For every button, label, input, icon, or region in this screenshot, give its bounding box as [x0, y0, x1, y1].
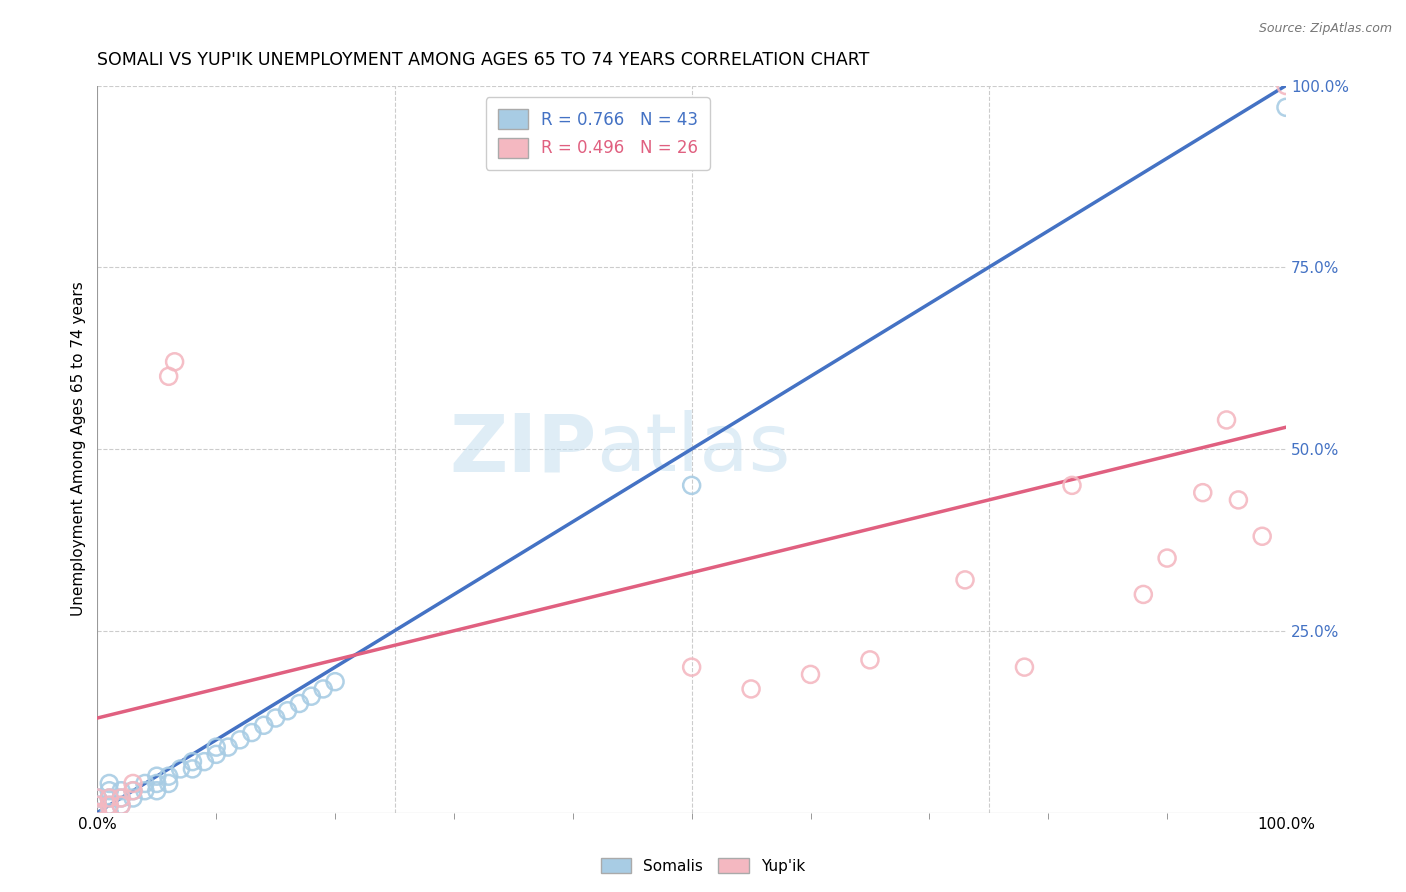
Point: [110, 783, 132, 797]
Point: [98, 798, 121, 813]
Point: [181, 755, 204, 769]
Point: [86, 791, 108, 805]
Point: [264, 711, 287, 725]
Point: [859, 653, 882, 667]
Point: [229, 732, 252, 747]
Point: [217, 740, 239, 755]
Point: [86, 805, 108, 820]
Point: [146, 776, 169, 790]
Point: [205, 740, 228, 755]
Point: [86, 798, 108, 813]
Point: [122, 791, 145, 805]
Point: [1215, 413, 1237, 427]
Point: [169, 762, 191, 776]
Point: [157, 769, 180, 783]
Text: atlas: atlas: [596, 410, 792, 488]
Point: [146, 769, 169, 783]
Point: [1275, 78, 1298, 93]
Point: [163, 355, 186, 369]
Point: [1191, 485, 1213, 500]
Point: [134, 776, 156, 790]
Point: [277, 704, 299, 718]
Point: [146, 783, 169, 797]
Point: [1156, 551, 1178, 566]
Point: [110, 791, 132, 805]
Point: [205, 747, 228, 762]
Point: [193, 755, 215, 769]
Point: [740, 681, 762, 696]
Point: [312, 681, 335, 696]
Point: [1014, 660, 1036, 674]
Point: [1132, 587, 1154, 601]
Point: [86, 791, 108, 805]
Point: [98, 805, 121, 820]
Point: [134, 783, 156, 797]
Point: [86, 805, 108, 820]
Point: [98, 776, 121, 790]
Point: [98, 791, 121, 805]
Point: [299, 690, 322, 704]
Point: [110, 798, 132, 813]
Y-axis label: Unemployment Among Ages 65 to 74 years: Unemployment Among Ages 65 to 74 years: [72, 282, 86, 616]
Point: [86, 805, 108, 820]
Point: [240, 725, 263, 739]
Text: SOMALI VS YUP'IK UNEMPLOYMENT AMONG AGES 65 TO 74 YEARS CORRELATION CHART: SOMALI VS YUP'IK UNEMPLOYMENT AMONG AGES…: [97, 51, 870, 69]
Point: [288, 697, 311, 711]
Point: [323, 674, 346, 689]
Point: [86, 805, 108, 820]
Point: [1275, 100, 1298, 114]
Point: [86, 805, 108, 820]
Legend: R = 0.766   N = 43, R = 0.496   N = 26: R = 0.766 N = 43, R = 0.496 N = 26: [486, 97, 710, 169]
Point: [110, 798, 132, 813]
Point: [122, 776, 145, 790]
Point: [86, 798, 108, 813]
Point: [1251, 529, 1274, 543]
Point: [86, 791, 108, 805]
Point: [181, 762, 204, 776]
Point: [110, 791, 132, 805]
Point: [86, 798, 108, 813]
Point: [953, 573, 976, 587]
Point: [122, 783, 145, 797]
Point: [86, 805, 108, 820]
Point: [253, 718, 276, 732]
Point: [98, 798, 121, 813]
Point: [681, 478, 703, 492]
Point: [799, 667, 821, 681]
Point: [98, 791, 121, 805]
Text: ZIP: ZIP: [450, 410, 596, 488]
Point: [681, 660, 703, 674]
Point: [122, 783, 145, 797]
Point: [157, 776, 180, 790]
Point: [98, 783, 121, 797]
Point: [157, 369, 180, 384]
Point: [1060, 478, 1083, 492]
Legend: Somalis, Yup'ik: Somalis, Yup'ik: [595, 852, 811, 880]
Point: [1227, 492, 1250, 507]
Text: Source: ZipAtlas.com: Source: ZipAtlas.com: [1258, 22, 1392, 36]
